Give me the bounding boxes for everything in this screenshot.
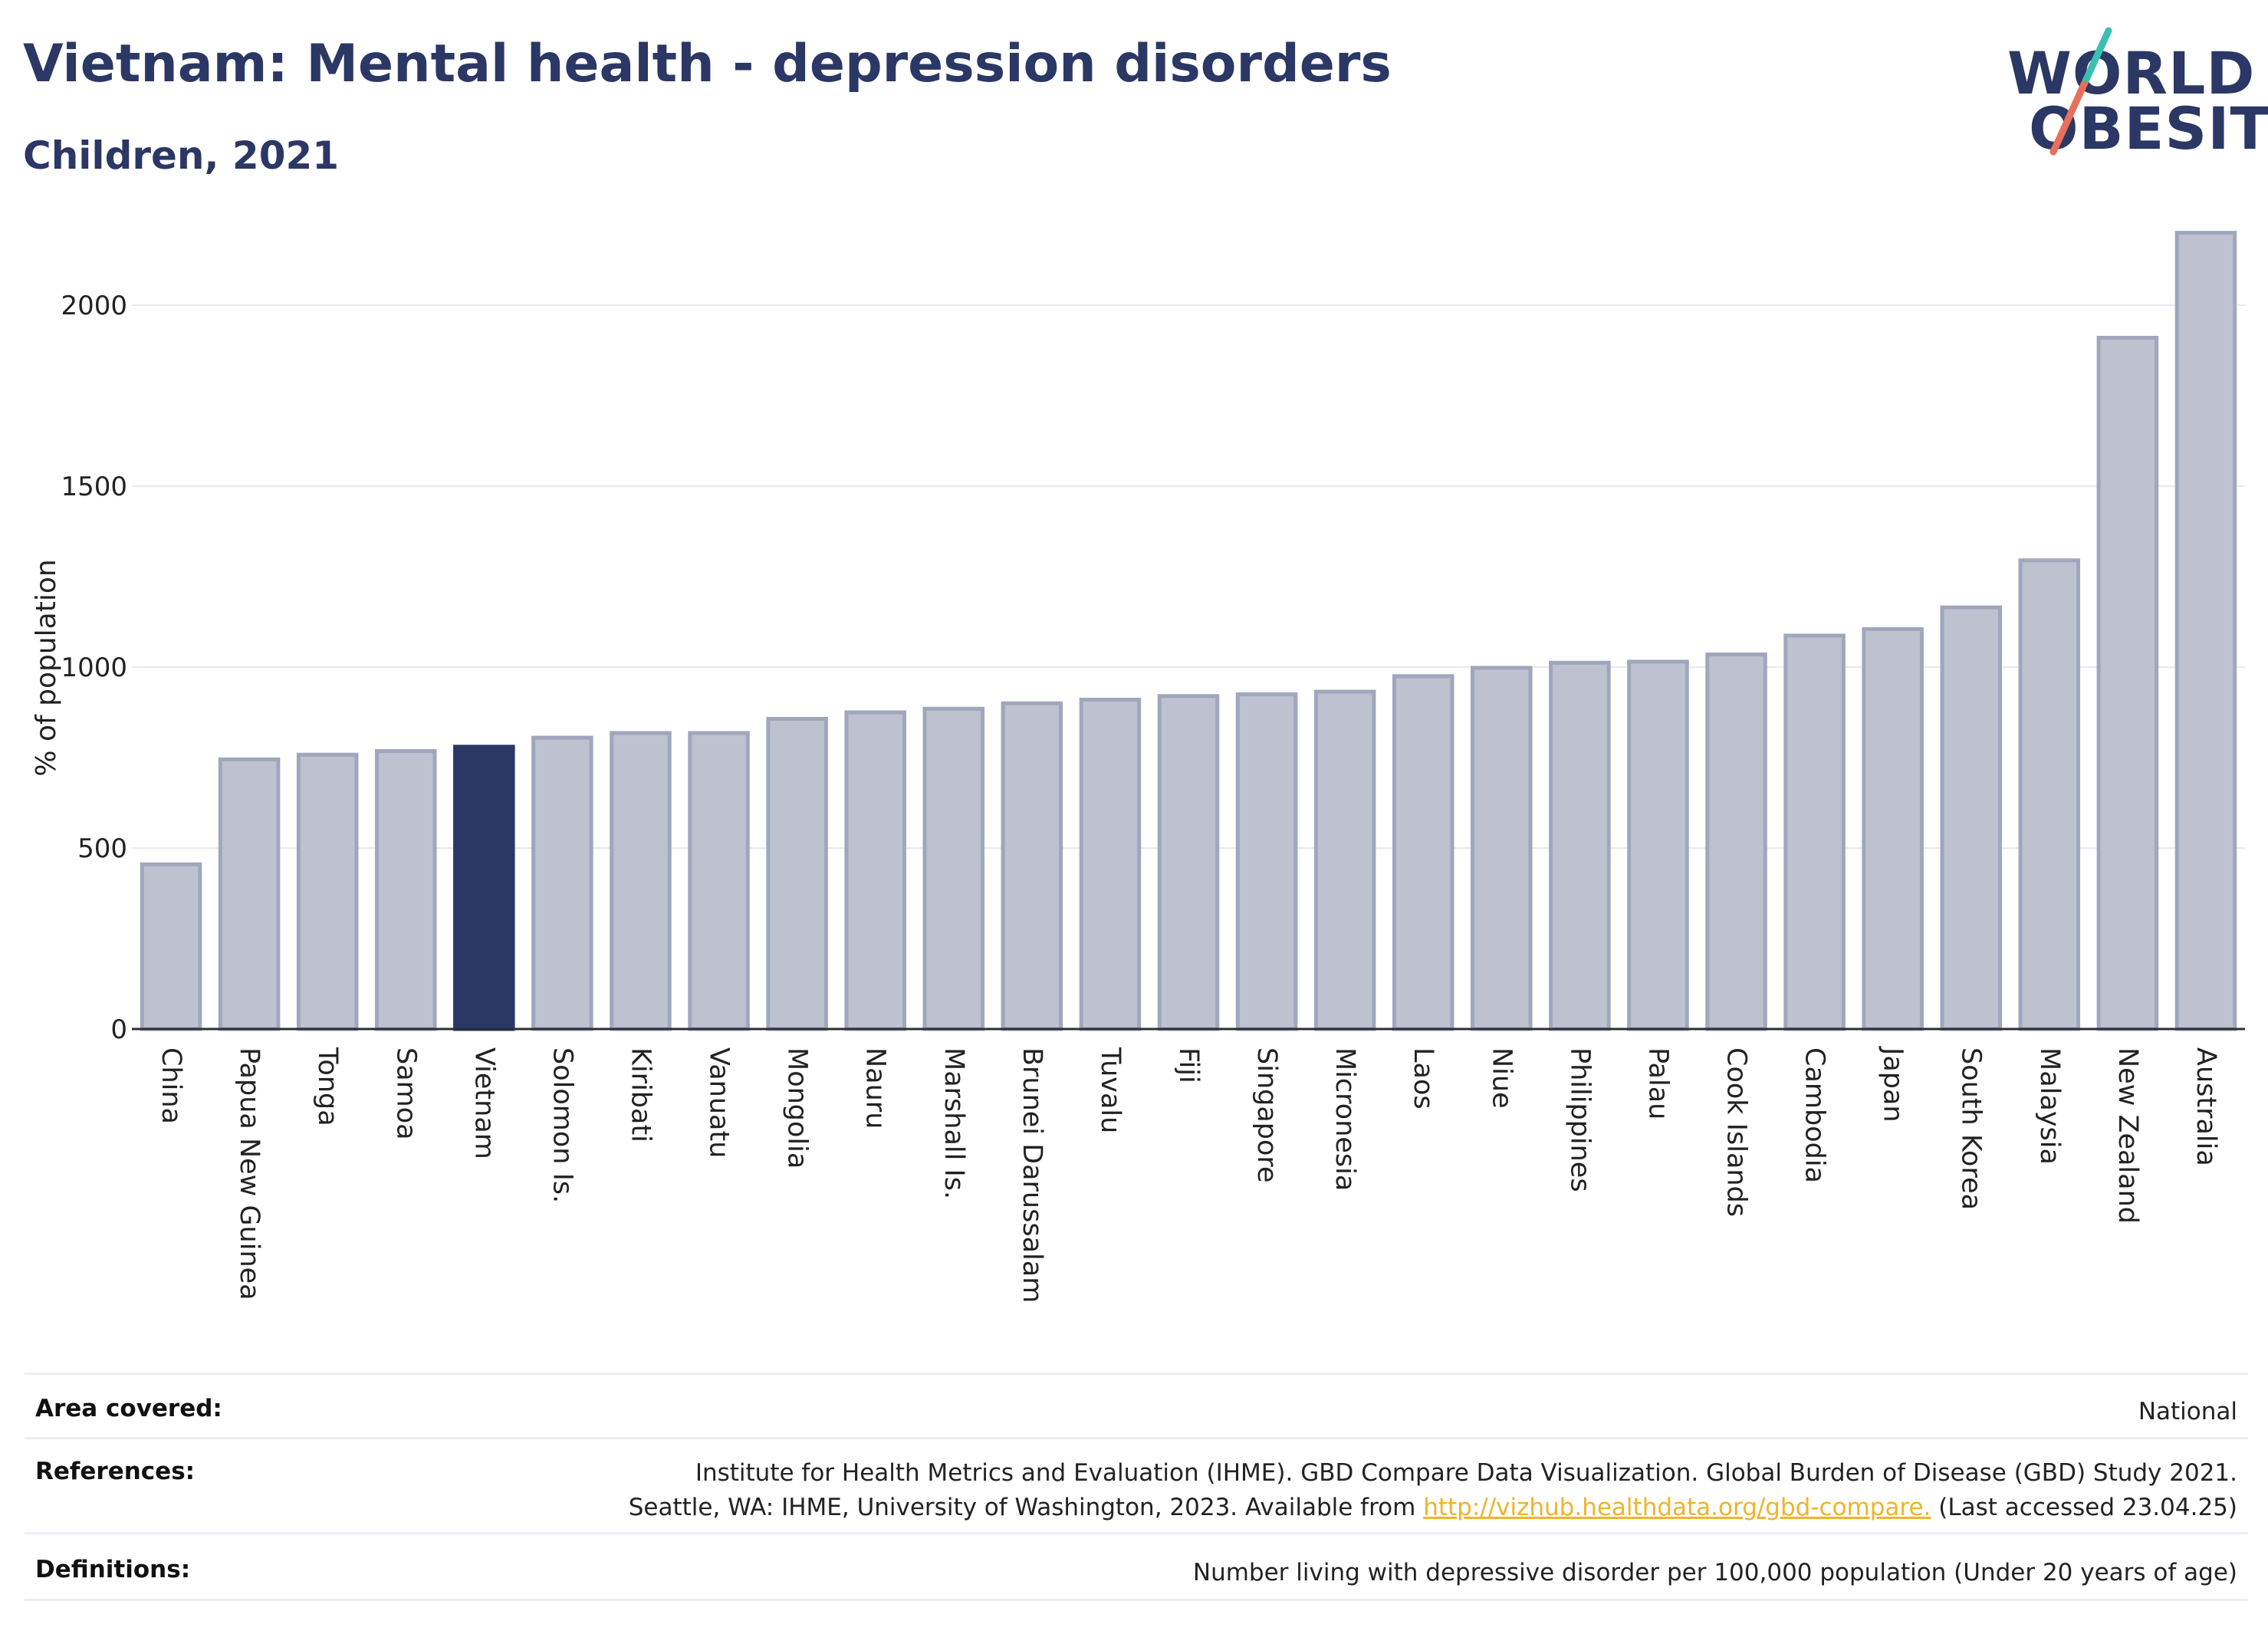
x-tick-label: Laos <box>1408 1047 1438 1110</box>
x-tick-label: Micronesia <box>1330 1047 1360 1191</box>
references-line-1: Institute for Health Metrics and Evaluat… <box>695 1459 2237 1487</box>
references-value: Institute for Health Metrics and Evaluat… <box>629 1456 2237 1525</box>
references-line-2-text: Seattle, WA: IHME, University of Washing… <box>628 1493 1424 1521</box>
references-line-2: Seattle, WA: IHME, University of Washing… <box>629 1491 2237 1525</box>
x-tick-label: Mongolia <box>782 1047 813 1169</box>
bar-philippines <box>1549 660 1611 1031</box>
bar-niue <box>1471 666 1533 1031</box>
x-tick-label: Samoa <box>390 1047 421 1140</box>
x-tick-label: Vanuatu <box>704 1047 735 1158</box>
bar-laos <box>1392 674 1454 1031</box>
logo-slash-icon <box>2049 27 2112 156</box>
x-tick-label: Australia <box>2191 1047 2221 1166</box>
bar-singapore <box>1235 692 1298 1031</box>
bar-brunei-darussalam <box>1001 701 1063 1031</box>
logo-line-1: WORLD <box>2007 39 2256 107</box>
y-tick-label: 1500 <box>61 472 127 502</box>
x-tick-label: Vietnam <box>468 1047 499 1159</box>
x-tick-label: Tonga <box>312 1047 343 1126</box>
bar-tuvalu <box>1079 697 1142 1031</box>
bar-chart: 0 500 1000 1500 2000 % of population China Papu… <box>31 231 2245 1303</box>
bar-fiji <box>1157 694 1220 1031</box>
x-tick-label: Malaysia <box>2034 1047 2065 1165</box>
x-tick-label: Cook Islands <box>1721 1047 1752 1217</box>
chart-title: Vietnam: Mental health - depression diso… <box>23 34 1392 94</box>
y-tick-label: 500 <box>77 833 127 864</box>
y-tick-label: 1000 <box>61 653 127 683</box>
bar-vanuatu <box>688 731 750 1031</box>
x-tick-label: Kiribati <box>625 1047 656 1142</box>
x-tick-label: Papua New Guinea <box>234 1047 265 1300</box>
bar-vietnam <box>453 745 515 1031</box>
x-tick-label: Philippines <box>1564 1047 1595 1192</box>
bar-japan <box>1862 626 1924 1031</box>
references-label: References: <box>35 1458 196 1485</box>
x-tick-label: South Korea <box>1956 1047 1987 1210</box>
bar-china <box>140 862 202 1031</box>
bar-mongolia <box>766 716 828 1031</box>
bar-micronesia <box>1313 689 1376 1031</box>
x-tick-label: Tuvalu <box>1095 1047 1126 1133</box>
definitions-label: Definitions: <box>35 1556 191 1583</box>
references-link[interactable]: http://vizhub.healthdata.org/gbd-compare… <box>1423 1493 1931 1521</box>
bar-palau <box>1627 659 1689 1031</box>
x-tick-label: Brunei Darussalam <box>1017 1047 1047 1303</box>
footer-row-area: Area covered: National <box>25 1373 2248 1439</box>
x-tick-label: Palau <box>1642 1047 1673 1119</box>
logo-line-2: OBESITY <box>2029 94 2268 163</box>
footer-row-definitions: Definitions: Number living with depressi… <box>25 1532 2248 1601</box>
area-covered-label: Area covered: <box>35 1395 222 1422</box>
x-tick-label: Nauru <box>860 1047 891 1129</box>
x-tick-label: China <box>156 1047 186 1124</box>
footer-row-references: References: Institute for Health Metrics… <box>25 1437 2248 1534</box>
references-accessed: (Last accessed 23.04.25) <box>1931 1493 2237 1521</box>
x-tick-label: Cambodia <box>1800 1047 1830 1183</box>
bar-malaysia <box>2018 558 2081 1031</box>
bar-kiribati <box>610 731 672 1031</box>
x-tick-label: Japan <box>1878 1046 1908 1123</box>
world-obesity-logo: WORLD OBESITY <box>1994 23 2268 169</box>
bar-marshall-is- <box>922 706 985 1031</box>
y-tick-label: 2000 <box>61 291 127 321</box>
x-tick-label: Singapore <box>1251 1047 1282 1183</box>
bar-australia <box>2174 231 2237 1031</box>
area-covered-value: National <box>2138 1398 2237 1425</box>
bar-south-korea <box>1940 605 2003 1031</box>
x-tick-label: Fiji <box>1173 1047 1204 1083</box>
y-axis-label: % of population <box>31 559 62 776</box>
bar-samoa <box>374 749 437 1031</box>
bar-papua-new-guinea <box>218 757 281 1031</box>
x-tick-label: Niue <box>1486 1047 1517 1109</box>
bar-tonga <box>296 752 359 1031</box>
bar-solomon-is- <box>531 735 593 1031</box>
y-tick-label: 0 <box>110 1014 127 1045</box>
definitions-value: Number living with depressive disorder p… <box>1192 1559 2237 1586</box>
bar-new-zealand <box>2096 335 2159 1031</box>
bar-cambodia <box>1783 633 1846 1031</box>
chart-subtitle: Children, 2021 <box>23 133 340 178</box>
x-tick-label: New Zealand <box>2112 1047 2143 1224</box>
bar-nauru <box>844 710 906 1031</box>
bar-cook-islands <box>1705 652 1767 1031</box>
x-tick-label: Solomon Is. <box>547 1047 577 1203</box>
x-tick-label: Marshall Is. <box>938 1047 969 1199</box>
